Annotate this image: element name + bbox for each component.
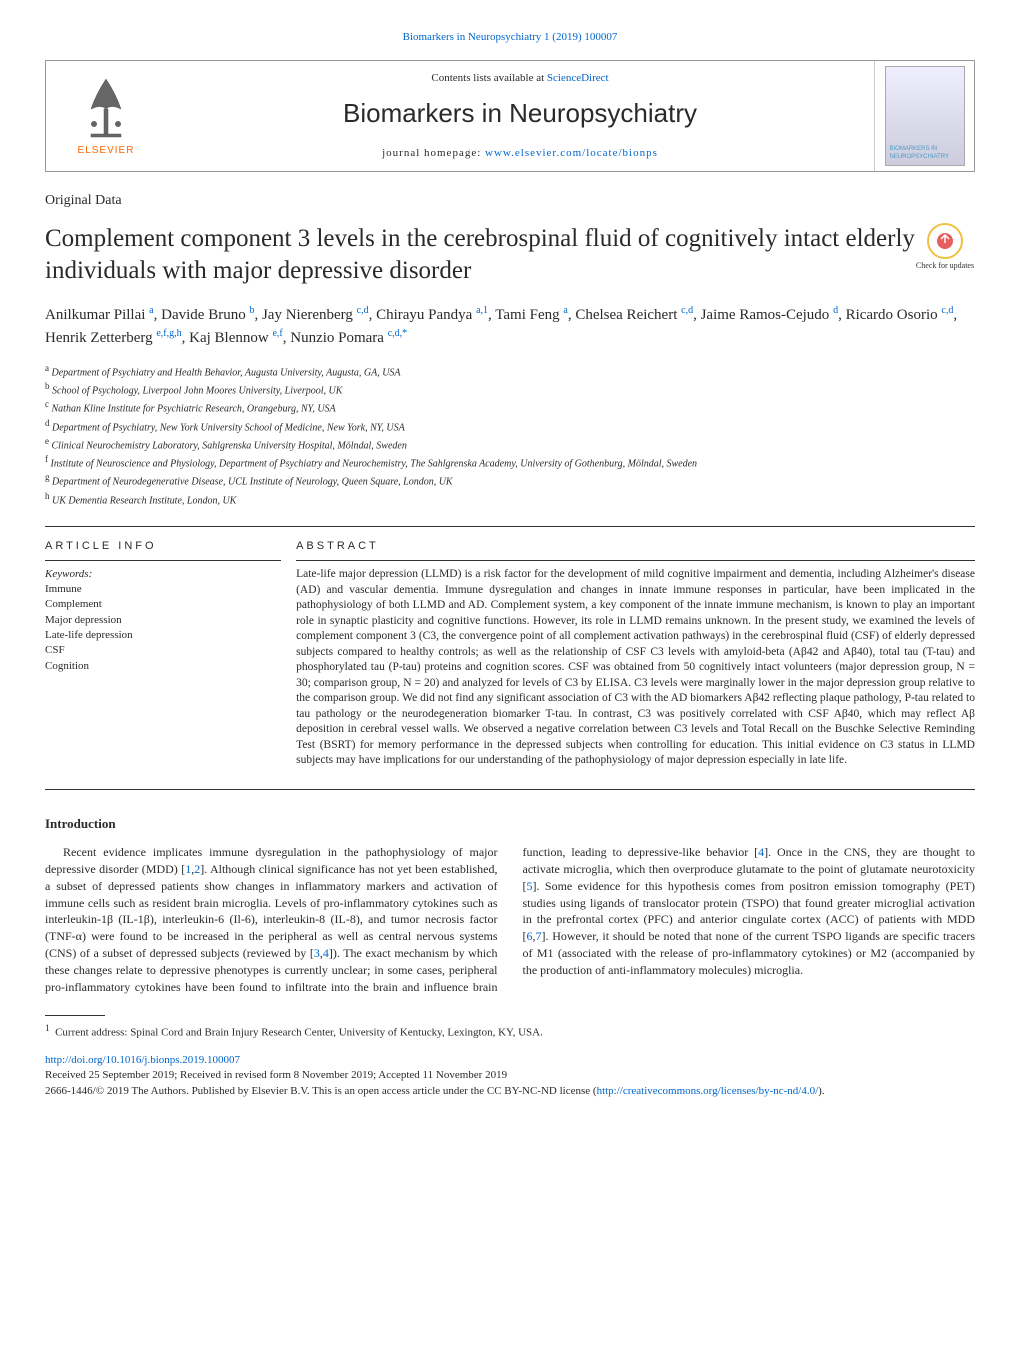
article-title: Complement component 3 levels in the cer… [45,223,915,288]
article-info-heading: ARTICLE INFO [45,539,281,561]
affiliation-line: a Department of Psychiatry and Health Be… [45,362,975,380]
title-row: Complement component 3 levels in the cer… [45,223,975,288]
abstract-heading: ABSTRACT [296,539,975,561]
keyword: Major depression [45,613,281,628]
abstract: ABSTRACT Late-life major depression (LLM… [296,527,975,789]
citation-link[interactable]: Biomarkers in Neuropsychiatry 1 (2019) 1… [45,30,975,45]
footnote-text: Current address: Spinal Cord and Brain I… [55,1027,543,1039]
sciencedirect-link[interactable]: ScienceDirect [547,72,609,84]
keyword: Immune [45,582,281,597]
affiliation-line: g Department of Neurodegenerative Diseas… [45,471,975,489]
license-close: ). [818,1085,824,1097]
article-type: Original Data [45,192,975,211]
info-abstract-block: ARTICLE INFO Keywords: ImmuneComplementM… [45,526,975,790]
license-text: 2666-1446/© 2019 The Authors. Published … [45,1085,597,1097]
received-dates: Received 25 September 2019; Received in … [45,1068,975,1083]
article-footer: http://doi.org/10.1016/j.bionps.2019.100… [45,1053,975,1099]
keywords-container: ImmuneComplementMajor depressionLate-lif… [45,582,281,674]
affiliation-line: d Department of Psychiatry, New York Uni… [45,417,975,435]
intro-paragraph: Recent evidence implicates immune dysreg… [45,844,975,995]
keyword: Cognition [45,659,281,674]
journal-name: Biomarkers in Neuropsychiatry [176,96,864,131]
license-line: 2666-1446/© 2019 The Authors. Published … [45,1084,975,1099]
affiliation-line: c Nathan Kline Institute for Psychiatric… [45,398,975,416]
footnote-separator [45,1015,105,1016]
footnote-sup: 1 [45,1023,50,1033]
check-updates-icon [927,223,963,259]
affiliation-line: h UK Dementia Research Institute, London… [45,490,975,508]
abstract-text: Late-life major depression (LLMD) is a r… [296,567,975,769]
homepage-link[interactable]: www.elsevier.com/locate/bionps [485,147,658,159]
affiliation-line: f Institute of Neuroscience and Physiolo… [45,453,975,471]
keywords-label: Keywords: [45,567,281,582]
journal-cover-thumbnail: BIOMARKERS IN NEUROPSYCHIATRY [885,66,965,166]
keyword: CSF [45,643,281,658]
citation-link-text[interactable]: Biomarkers in Neuropsychiatry 1 (2019) 1… [403,31,618,43]
cover-text: BIOMARKERS IN NEUROPSYCHIATRY [890,145,960,161]
elsevier-text: ELSEVIER [78,144,135,158]
affiliations-list: a Department of Psychiatry and Health Be… [45,362,975,509]
intro-body: Recent evidence implicates immune dysreg… [45,844,975,995]
affiliation-line: e Clinical Neurochemistry Laboratory, Sa… [45,435,975,453]
header-center: Contents lists available at ScienceDirec… [166,61,874,171]
elsevier-tree-icon [76,74,136,144]
check-updates-label: Check for updates [916,261,974,270]
affiliation-line: b School of Psychology, Liverpool John M… [45,380,975,398]
check-updates-badge[interactable]: Check for updates [915,223,975,272]
contents-pre: Contents lists available at [431,72,546,84]
authors-list: Anilkumar Pillai a, Davide Bruno b, Jay … [45,303,975,350]
journal-cover-block: BIOMARKERS IN NEUROPSYCHIATRY [874,61,974,171]
homepage-pre: journal homepage: [382,147,485,159]
contents-line: Contents lists available at ScienceDirec… [176,71,864,86]
article-info: ARTICLE INFO Keywords: ImmuneComplementM… [45,527,296,789]
homepage-line: journal homepage: www.elsevier.com/locat… [176,146,864,161]
doi-link[interactable]: http://doi.org/10.1016/j.bionps.2019.100… [45,1054,240,1066]
current-address-footnote: 1 Current address: Spinal Cord and Brain… [45,1022,975,1041]
license-link[interactable]: http://creativecommons.org/licenses/by-n… [597,1085,819,1097]
elsevier-logo-block: ELSEVIER [46,61,166,171]
keyword: Late-life depression [45,628,281,643]
intro-heading: Introduction [45,815,975,833]
keyword: Complement [45,597,281,612]
journal-header: ELSEVIER Contents lists available at Sci… [45,60,975,172]
